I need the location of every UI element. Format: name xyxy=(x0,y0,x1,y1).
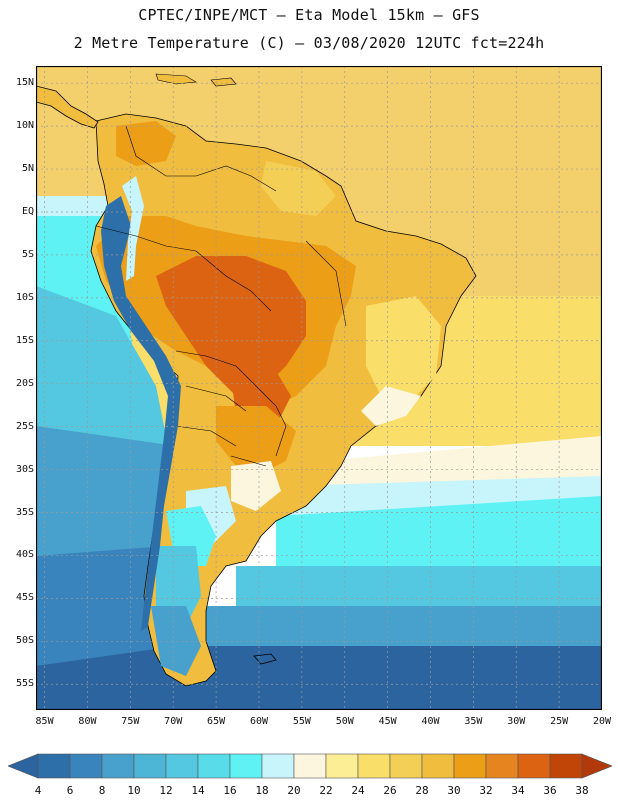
longitude-label: 45W xyxy=(378,716,397,727)
colorbar-swatch xyxy=(453,753,487,779)
longitude-label: 70W xyxy=(164,716,183,727)
colorbar-tick-label: 36 xyxy=(543,784,557,797)
colorbar-swatch xyxy=(389,753,423,779)
longitude-label: 55W xyxy=(292,716,311,727)
central-america-land xyxy=(36,85,99,129)
colorbar-swatch xyxy=(229,753,263,779)
lat-lon-grid xyxy=(36,66,602,710)
colorbar-tick-label: 12 xyxy=(159,784,173,797)
coastal-pale xyxy=(361,386,421,426)
colorbar-swatch xyxy=(101,753,135,779)
caribbean-island-2 xyxy=(210,77,237,87)
latitude-label: 40S xyxy=(15,549,34,561)
colorbar-swatch xyxy=(325,753,359,779)
guiana-yellow xyxy=(261,161,336,216)
colorbar-swatch xyxy=(517,753,551,779)
colorbar xyxy=(8,753,612,779)
colorbar-over-arrow xyxy=(581,753,612,779)
colorbar-swatch xyxy=(197,753,231,779)
colorbar-tick-label: 8 xyxy=(98,784,106,797)
temperature-map xyxy=(36,66,602,710)
venezuela-orange xyxy=(116,121,176,166)
colorbar-tick-label: 4 xyxy=(34,784,42,797)
title-line-2: 2 Metre Temperature (C) – 03/08/2020 12U… xyxy=(73,34,545,52)
colorbar-tick-label: 14 xyxy=(191,784,205,797)
latitude-label: 20S xyxy=(15,377,34,389)
latitude-label: 5N xyxy=(21,163,34,175)
longitude-label: 50W xyxy=(335,716,354,727)
longitude-label: 25W xyxy=(550,716,569,727)
colorbar-swatch xyxy=(165,753,199,779)
title-line-1: CPTEC/INPE/MCT – Eta Model 15km – GFS xyxy=(138,6,480,24)
colorbar-tick-label: 10 xyxy=(127,784,141,797)
latitude-label: 5S xyxy=(21,248,34,260)
colorbar-tick-label: 26 xyxy=(383,784,397,797)
longitude-label: 35W xyxy=(464,716,483,727)
colorbar-swatch xyxy=(261,753,295,779)
latitude-label: 15N xyxy=(15,77,34,89)
colorbar-tick-label: 20 xyxy=(287,784,301,797)
latitude-label: 50S xyxy=(15,635,34,647)
longitude-label: 60W xyxy=(249,716,268,727)
map-frame xyxy=(36,66,602,710)
latitude-label: 55S xyxy=(15,678,34,690)
colorbar-swatch xyxy=(133,753,167,779)
colorbar-tick-label: 34 xyxy=(511,784,525,797)
latitude-label: 30S xyxy=(15,463,34,475)
uruguay-cream xyxy=(231,461,281,511)
andes-cold-strip xyxy=(101,196,181,631)
colorbar-swatch xyxy=(37,753,71,779)
pacific-cold xyxy=(36,546,176,666)
colorbar-tick-label: 28 xyxy=(415,784,429,797)
longitude-label: 30W xyxy=(507,716,526,727)
colorbar-swatch xyxy=(485,753,519,779)
atlantic-cold xyxy=(36,646,602,710)
south-brazil-orange xyxy=(216,406,296,476)
colorbar-tick-label: 38 xyxy=(575,784,589,797)
longitude-label: 75W xyxy=(121,716,140,727)
latitude-label: 35S xyxy=(15,506,34,518)
colorbar-tick-label: 18 xyxy=(255,784,269,797)
longitude-label: 65W xyxy=(207,716,226,727)
longitude-label: 85W xyxy=(35,716,54,727)
latitude-label: 10S xyxy=(15,291,34,303)
latitude-label: 45S xyxy=(15,592,34,604)
colorbar-swatch xyxy=(293,753,327,779)
latitude-label: EQ xyxy=(21,205,34,217)
latitude-label: 25S xyxy=(15,420,34,432)
colorbar-tick-label: 30 xyxy=(447,784,461,797)
colorbar-tick-label: 24 xyxy=(351,784,365,797)
colorbar-tick-label: 16 xyxy=(223,784,237,797)
colorbar-swatch xyxy=(69,753,103,779)
colorbar-swatch xyxy=(549,753,583,779)
country-borders xyxy=(95,125,347,467)
latitude-label: 15S xyxy=(15,334,34,346)
longitude-label: 20W xyxy=(592,716,612,727)
northeast-yellow xyxy=(366,296,441,401)
colorbar-swatch xyxy=(421,753,455,779)
longitude-label: 40W xyxy=(421,716,440,727)
colorbar-tick-label: 6 xyxy=(66,784,74,797)
latitude-label: 10N xyxy=(15,120,34,132)
colorbar-swatch xyxy=(357,753,391,779)
colorbar-under-arrow xyxy=(8,753,39,779)
longitude-label: 80W xyxy=(78,716,97,727)
colorbar-tick-label: 22 xyxy=(319,784,333,797)
colorbar-tick-label: 32 xyxy=(479,784,493,797)
